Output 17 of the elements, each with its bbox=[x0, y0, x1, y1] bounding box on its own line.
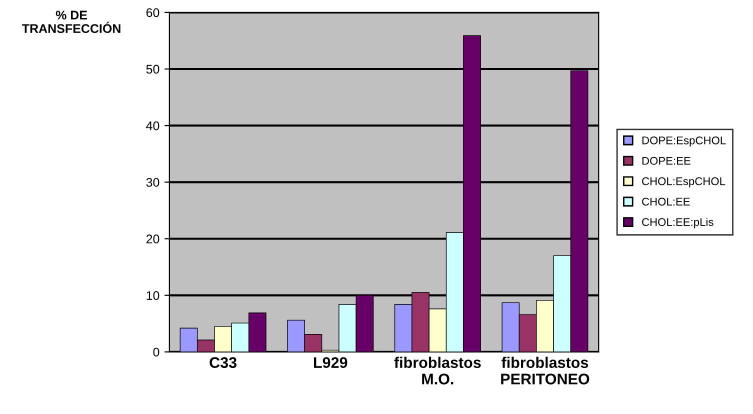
y-axis-title: % DE TRANSFECCIÓN bbox=[22, 10, 120, 33]
x-tick-label: fibroblastos PERITONEO bbox=[501, 356, 590, 384]
x-tick-label: fibroblastos M.O. bbox=[394, 356, 481, 384]
y-tick-label: 10 bbox=[146, 291, 160, 300]
y-tick-label: 50 bbox=[146, 64, 160, 74]
legend-label: DOPE:EE bbox=[642, 156, 690, 165]
x-tick-label: L929 bbox=[314, 357, 348, 368]
legend-label: CHOL:EE bbox=[642, 198, 690, 206]
legend-label: CHOL:EE:pLis bbox=[642, 218, 714, 228]
y-tick-label: 20 bbox=[146, 234, 160, 244]
legend-label: CHOL:EspCHOL bbox=[642, 177, 726, 188]
y-tick-label: 0 bbox=[153, 348, 160, 357]
y-tick-label: 60 bbox=[146, 8, 160, 18]
y-tick-label: 40 bbox=[146, 121, 160, 130]
x-tick-label: C33 bbox=[210, 357, 237, 368]
y-tick-label: 30 bbox=[146, 178, 160, 187]
legend-label: DOPE:EspCHOL bbox=[642, 136, 726, 147]
